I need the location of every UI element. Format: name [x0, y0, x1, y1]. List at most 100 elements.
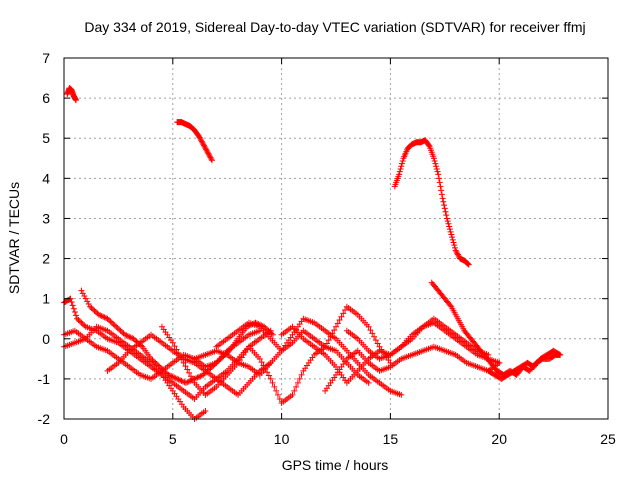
data-point — [200, 142, 207, 149]
data-point — [435, 171, 442, 178]
y-tick-label: 1 — [42, 291, 50, 307]
data-point — [425, 142, 432, 149]
data-point — [441, 202, 448, 209]
data-point — [342, 307, 349, 314]
data-point — [152, 359, 159, 366]
data-point — [208, 363, 215, 370]
data-point — [451, 244, 458, 251]
data-point — [438, 191, 445, 198]
data-point — [107, 318, 114, 325]
data-point — [372, 337, 379, 344]
x-tick-label: 5 — [169, 431, 177, 447]
data-point — [111, 322, 118, 329]
data-point — [454, 251, 461, 258]
data-point — [186, 369, 193, 376]
data-point — [203, 147, 210, 154]
data-point — [69, 302, 76, 309]
data-point — [95, 311, 102, 318]
data-point — [340, 310, 347, 317]
data-point — [178, 377, 185, 384]
y-tick-label: -1 — [38, 371, 51, 387]
data-point — [449, 236, 456, 243]
data-point — [556, 351, 563, 358]
y-tick-label: -2 — [38, 411, 51, 427]
y-tick-label: 4 — [42, 170, 50, 186]
data-point — [150, 358, 157, 365]
data-point — [98, 313, 105, 320]
data-point — [265, 327, 272, 334]
data-point — [203, 146, 210, 153]
data-point — [451, 242, 458, 249]
data-point — [442, 208, 449, 215]
data-point — [322, 343, 329, 350]
data-point — [435, 175, 442, 182]
data-point — [127, 334, 134, 341]
y-tick-label: 7 — [42, 50, 50, 66]
data-point — [114, 325, 121, 332]
data-point — [177, 377, 184, 384]
data-point — [105, 317, 112, 324]
data-point — [440, 198, 447, 205]
series-pass-l — [64, 85, 79, 104]
data-point — [217, 355, 224, 362]
data-point — [438, 187, 445, 194]
data-point — [108, 319, 115, 326]
data-point — [126, 333, 133, 340]
data-point — [399, 157, 406, 164]
data-point — [124, 333, 131, 340]
data-point — [210, 362, 217, 369]
data-point — [436, 179, 443, 186]
data-point — [79, 321, 86, 328]
data-point — [334, 320, 341, 327]
data-point — [294, 379, 301, 386]
data-point — [117, 327, 124, 334]
data-point — [465, 260, 472, 267]
data-point — [445, 220, 452, 227]
data-point — [132, 337, 139, 344]
data-point — [273, 387, 280, 394]
data-point — [204, 149, 211, 156]
data-point — [446, 226, 453, 233]
data-point — [289, 391, 296, 398]
data-point — [182, 363, 189, 370]
y-axis-label: SDTVAR / TECUs — [6, 182, 22, 294]
data-point — [274, 391, 281, 398]
data-point — [123, 332, 130, 339]
data-point — [197, 135, 204, 142]
data-point — [260, 362, 267, 369]
plot-frame — [63, 57, 609, 420]
data-point — [180, 359, 187, 366]
data-point — [168, 373, 175, 380]
data-point — [113, 323, 120, 330]
data-point — [165, 371, 172, 378]
data-point — [158, 365, 165, 372]
data-point — [71, 309, 78, 316]
data-point — [439, 195, 446, 202]
data-point — [207, 154, 214, 161]
data-point — [365, 323, 372, 330]
y-tick-label: 3 — [42, 210, 50, 226]
x-axis-label: GPS time / hours — [282, 457, 389, 473]
data-point — [174, 375, 181, 382]
data-point — [202, 407, 209, 414]
data-point — [198, 137, 205, 144]
data-point — [258, 359, 265, 366]
data-point — [85, 301, 92, 308]
data-point — [81, 322, 88, 329]
data-point — [97, 312, 104, 319]
tick-layer: 0 5 10 15 20 25 -2 -1 0 1 2 3 4 5 6 7 — [38, 50, 616, 447]
data-point — [184, 366, 191, 373]
data-point — [208, 155, 215, 162]
data-point — [194, 374, 201, 381]
data-point — [452, 247, 459, 254]
data-point — [104, 315, 111, 322]
x-tick-label: 15 — [383, 431, 399, 447]
data-point — [78, 287, 85, 294]
series-pass-j — [322, 343, 503, 394]
series-pass-e — [104, 331, 274, 398]
data-point — [175, 349, 182, 356]
data-point — [437, 183, 444, 190]
data-point — [169, 373, 176, 380]
data-point — [441, 205, 448, 212]
